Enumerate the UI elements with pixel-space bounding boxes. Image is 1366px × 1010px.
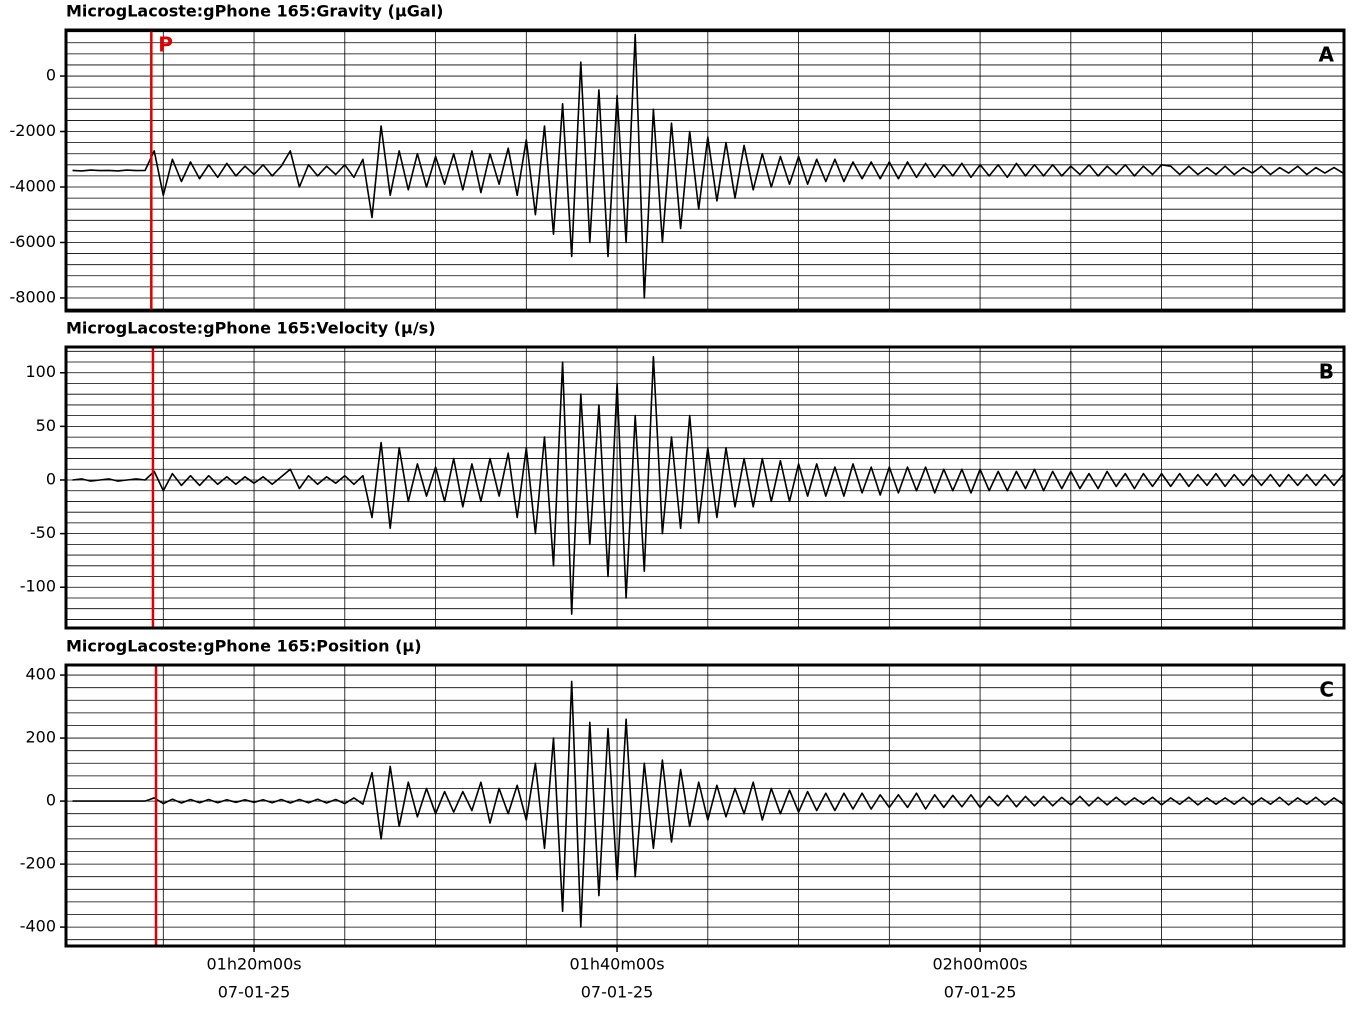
y-tick-label: 200 xyxy=(25,728,56,747)
y-tick-label: 100 xyxy=(25,362,56,381)
panel-label: C xyxy=(1319,678,1334,702)
panel-title: MicrogLacoste:gPhone 165:Gravity (µGal) xyxy=(66,2,443,21)
trace xyxy=(72,355,1344,615)
panel-title: MicrogLacoste:gPhone 165:Position (µ) xyxy=(66,637,422,656)
panel-frame xyxy=(64,663,1346,948)
y-tick-label: 400 xyxy=(25,665,56,684)
y-tick-label: -2000 xyxy=(10,121,57,140)
p-label: P xyxy=(158,33,173,57)
panel-label: A xyxy=(1319,43,1335,67)
y-tick-label: -6000 xyxy=(10,232,57,251)
y-tick-label: -4000 xyxy=(10,177,57,196)
y-tick-label: 50 xyxy=(36,416,56,435)
y-tick-label: -200 xyxy=(20,854,56,873)
panel-label: B xyxy=(1319,360,1334,384)
x-tick-date: 07-01-25 xyxy=(218,983,291,1002)
trace xyxy=(72,680,1344,928)
panel-frame xyxy=(64,28,1346,313)
y-tick-label: 0 xyxy=(46,469,56,488)
panel-frame xyxy=(64,345,1346,630)
x-tick-label: 02h00m00s xyxy=(933,955,1028,974)
y-tick-label: 0 xyxy=(46,66,56,85)
x-tick-date: 07-01-25 xyxy=(581,983,654,1002)
panel-title: MicrogLacoste:gPhone 165:Velocity (µ/s) xyxy=(66,319,436,338)
x-tick-date: 07-01-25 xyxy=(944,983,1017,1002)
y-tick-label: -8000 xyxy=(10,287,57,306)
x-tick-label: 01h40m00s xyxy=(569,955,664,974)
x-tick-label: 01h20m00s xyxy=(206,955,301,974)
trace xyxy=(72,33,1344,299)
y-tick-label: -100 xyxy=(20,577,56,596)
y-tick-label: 0 xyxy=(46,791,56,810)
y-tick-label: -400 xyxy=(20,917,56,936)
y-tick-label: -50 xyxy=(30,523,56,542)
